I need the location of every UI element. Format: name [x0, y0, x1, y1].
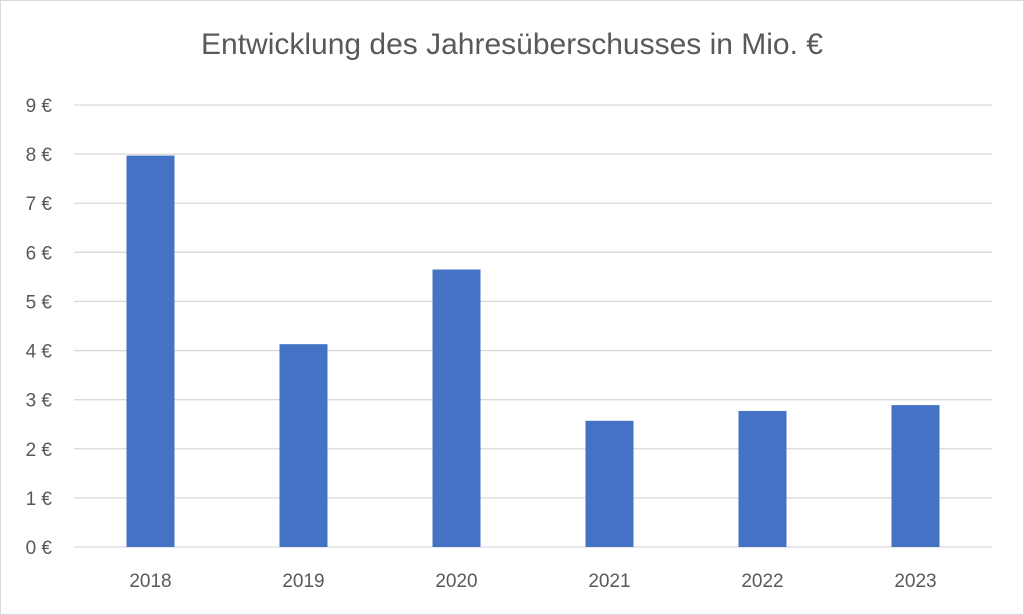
- y-tick-label: 9 €: [26, 96, 53, 117]
- x-tick-label: 2018: [129, 571, 171, 592]
- x-tick-label: 2021: [588, 571, 630, 592]
- y-tick-label: 8 €: [26, 145, 53, 166]
- bars: [126, 155, 940, 547]
- chart-title: Entwicklung des Jahresüberschusses in Mi…: [201, 28, 823, 61]
- y-tick-label: 0 €: [26, 538, 53, 559]
- bar-2022: [738, 410, 787, 547]
- bar-2023: [891, 405, 940, 547]
- x-tick-label: 2019: [282, 571, 324, 592]
- bar-2018: [126, 155, 175, 547]
- y-tick-label: 6 €: [26, 243, 53, 264]
- bar-2019: [279, 344, 328, 547]
- y-tick-label: 3 €: [26, 391, 53, 412]
- y-tick-label: 5 €: [26, 292, 53, 313]
- grid-lines: [74, 104, 992, 548]
- y-tick-label: 7 €: [26, 194, 53, 215]
- y-tick-label: 1 €: [26, 489, 53, 510]
- x-tick-label: 2020: [435, 571, 477, 592]
- x-axis-tick-labels: 2018 2019 2020 2021 2022 2023: [129, 571, 936, 592]
- bar-2021: [585, 420, 634, 547]
- y-axis-tick-labels: 0 € 1 € 2 € 3 € 4 € 5 € 6 € 7 € 8 € 9 €: [26, 96, 53, 559]
- y-tick-label: 2 €: [26, 440, 53, 461]
- x-tick-label: 2023: [894, 571, 936, 592]
- bar-2020: [432, 269, 481, 547]
- y-tick-label: 4 €: [26, 342, 53, 363]
- x-tick-label: 2022: [741, 571, 783, 592]
